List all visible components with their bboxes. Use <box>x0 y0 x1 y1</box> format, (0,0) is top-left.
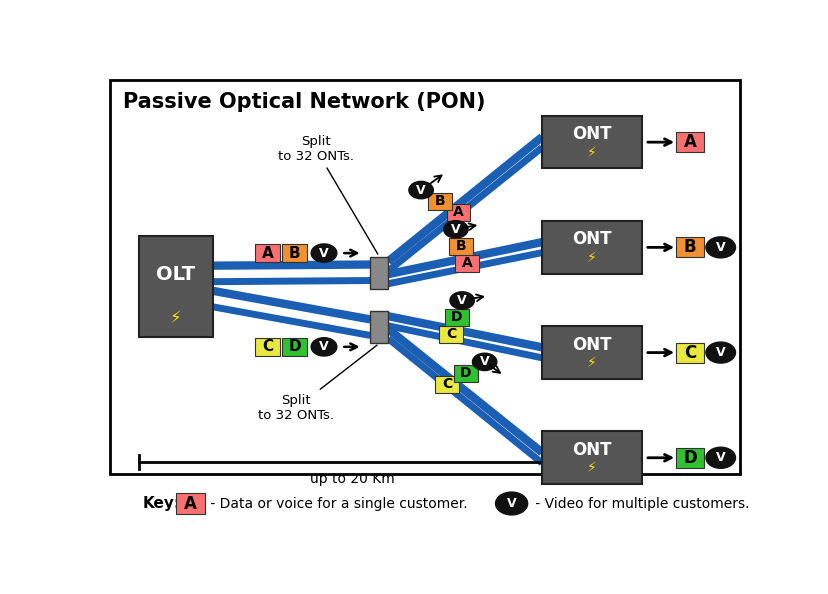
Text: up to 20 Km: up to 20 Km <box>310 472 394 486</box>
Circle shape <box>472 353 496 371</box>
Text: V: V <box>450 223 460 236</box>
Circle shape <box>310 244 336 262</box>
Text: V: V <box>715 241 724 254</box>
Circle shape <box>705 342 734 363</box>
Circle shape <box>443 220 468 238</box>
FancyBboxPatch shape <box>439 326 463 343</box>
Text: Key:: Key: <box>142 496 180 511</box>
FancyBboxPatch shape <box>110 80 739 474</box>
Text: B: B <box>683 238 696 257</box>
Text: B: B <box>288 245 300 261</box>
Text: V: V <box>319 340 329 353</box>
Text: A: A <box>262 245 273 261</box>
Text: Passive Optical Network (PON): Passive Optical Network (PON) <box>123 92 485 112</box>
FancyBboxPatch shape <box>435 376 459 393</box>
Text: V: V <box>416 184 426 197</box>
FancyBboxPatch shape <box>445 309 468 326</box>
Text: A: A <box>682 133 696 151</box>
FancyBboxPatch shape <box>370 311 388 343</box>
FancyBboxPatch shape <box>675 448 703 467</box>
Circle shape <box>495 492 527 515</box>
Text: ⚡: ⚡ <box>586 356 596 370</box>
FancyBboxPatch shape <box>427 193 451 210</box>
Text: ONT: ONT <box>571 441 611 459</box>
Text: ⚡: ⚡ <box>586 462 596 475</box>
FancyBboxPatch shape <box>675 343 703 362</box>
FancyBboxPatch shape <box>455 255 478 271</box>
Circle shape <box>705 447 734 468</box>
Text: A: A <box>184 494 196 513</box>
FancyBboxPatch shape <box>446 204 469 221</box>
Text: C: C <box>683 343 696 362</box>
Text: ⚡: ⚡ <box>586 251 596 265</box>
Text: ⚡: ⚡ <box>170 309 181 327</box>
Text: B: B <box>434 194 445 208</box>
Text: OLT: OLT <box>156 265 195 284</box>
FancyBboxPatch shape <box>542 116 641 169</box>
FancyBboxPatch shape <box>370 257 388 289</box>
Text: D: D <box>460 366 471 380</box>
FancyBboxPatch shape <box>254 338 280 356</box>
Circle shape <box>408 181 433 199</box>
Text: ⚡: ⚡ <box>586 146 596 160</box>
Text: - Video for multiple customers.: - Video for multiple customers. <box>530 497 749 510</box>
Text: B: B <box>455 239 466 253</box>
Text: V: V <box>506 497 516 510</box>
Text: ONT: ONT <box>571 125 611 143</box>
Text: V: V <box>319 247 329 260</box>
Circle shape <box>310 338 336 356</box>
FancyBboxPatch shape <box>254 244 280 262</box>
FancyBboxPatch shape <box>282 338 306 356</box>
FancyBboxPatch shape <box>542 326 641 379</box>
Circle shape <box>705 237 734 258</box>
Text: ONT: ONT <box>571 230 611 248</box>
Text: D: D <box>288 339 301 355</box>
FancyBboxPatch shape <box>542 221 641 274</box>
FancyBboxPatch shape <box>675 132 703 152</box>
Text: C: C <box>441 377 452 391</box>
Circle shape <box>450 292 474 309</box>
FancyBboxPatch shape <box>449 238 473 255</box>
Text: Split
to 32 ONTs.: Split to 32 ONTs. <box>258 345 377 422</box>
FancyBboxPatch shape <box>675 238 703 257</box>
FancyBboxPatch shape <box>139 236 213 337</box>
Text: C: C <box>262 339 272 355</box>
Text: V: V <box>715 346 724 359</box>
Text: V: V <box>457 294 466 307</box>
FancyBboxPatch shape <box>454 365 477 381</box>
FancyBboxPatch shape <box>282 244 306 262</box>
Text: ONT: ONT <box>571 336 611 353</box>
FancyBboxPatch shape <box>176 493 205 514</box>
Text: A: A <box>453 206 464 219</box>
Text: V: V <box>715 451 724 465</box>
Text: A: A <box>461 256 472 270</box>
Text: D: D <box>682 448 696 467</box>
Text: V: V <box>479 355 489 368</box>
Text: - Data or voice for a single customer.: - Data or voice for a single customer. <box>206 497 468 510</box>
Text: Split
to 32 ONTs.: Split to 32 ONTs. <box>277 135 378 254</box>
Text: D: D <box>450 311 462 324</box>
FancyBboxPatch shape <box>542 431 641 484</box>
Text: C: C <box>445 327 455 342</box>
